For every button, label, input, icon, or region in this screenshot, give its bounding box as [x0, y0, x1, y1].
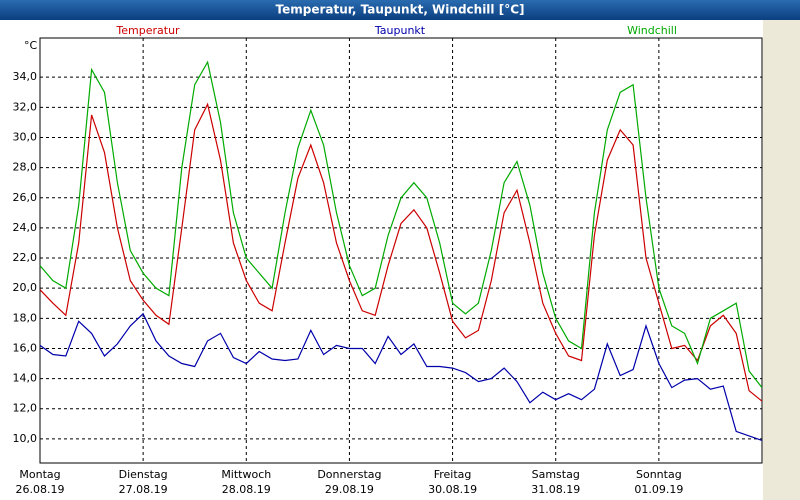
y-tick-label: 22,0 [13, 251, 38, 264]
y-tick-label: 34,0 [13, 70, 38, 83]
x-tick-date: 27.08.19 [119, 483, 168, 496]
x-tick-label: Sonntag [636, 468, 682, 481]
y-tick-label: 14,0 [13, 372, 38, 385]
y-tick-label: 20,0 [13, 281, 38, 294]
x-tick-label: Freitag [434, 468, 472, 481]
y-tick-label: 18,0 [13, 311, 38, 324]
chart-title: Temperatur, Taupunkt, Windchill [°C] [276, 3, 525, 17]
x-tick-label: Mittwoch [221, 468, 271, 481]
y-tick-label: 26,0 [13, 191, 38, 204]
y-tick-label: 16,0 [13, 341, 38, 354]
series-line [39, 102, 763, 402]
y-tick-label: 12,0 [13, 402, 38, 415]
x-tick-date: 01.09.19 [634, 483, 683, 496]
y-tick-label: 24,0 [13, 221, 38, 234]
x-tick-label: Montag [19, 468, 60, 481]
y-unit: °C [24, 39, 38, 52]
right-margin [763, 20, 800, 500]
x-tick-label: Dienstag [119, 468, 168, 481]
y-tick-label: 32,0 [13, 100, 38, 113]
plot-area [39, 37, 763, 464]
x-tick-date: 26.08.19 [16, 483, 65, 496]
legend-label: Windchill [627, 24, 677, 37]
x-tick-date: 29.08.19 [325, 483, 374, 496]
x-tick-label: Donnerstag [317, 468, 381, 481]
x-tick-date: 30.08.19 [428, 483, 477, 496]
legend-label: Temperatur [115, 24, 180, 37]
y-tick-label: 10,0 [13, 432, 38, 445]
series-line [39, 312, 763, 441]
x-tick-label: Samstag [532, 468, 580, 481]
legend-label: Taupunkt [374, 24, 426, 37]
x-tick-date: 31.08.19 [531, 483, 580, 496]
series-line [39, 60, 763, 388]
x-tick-date: 28.08.19 [222, 483, 271, 496]
y-tick-label: 28,0 [13, 161, 38, 174]
y-tick-label: 30,0 [13, 130, 38, 143]
title-bar [0, 0, 800, 20]
